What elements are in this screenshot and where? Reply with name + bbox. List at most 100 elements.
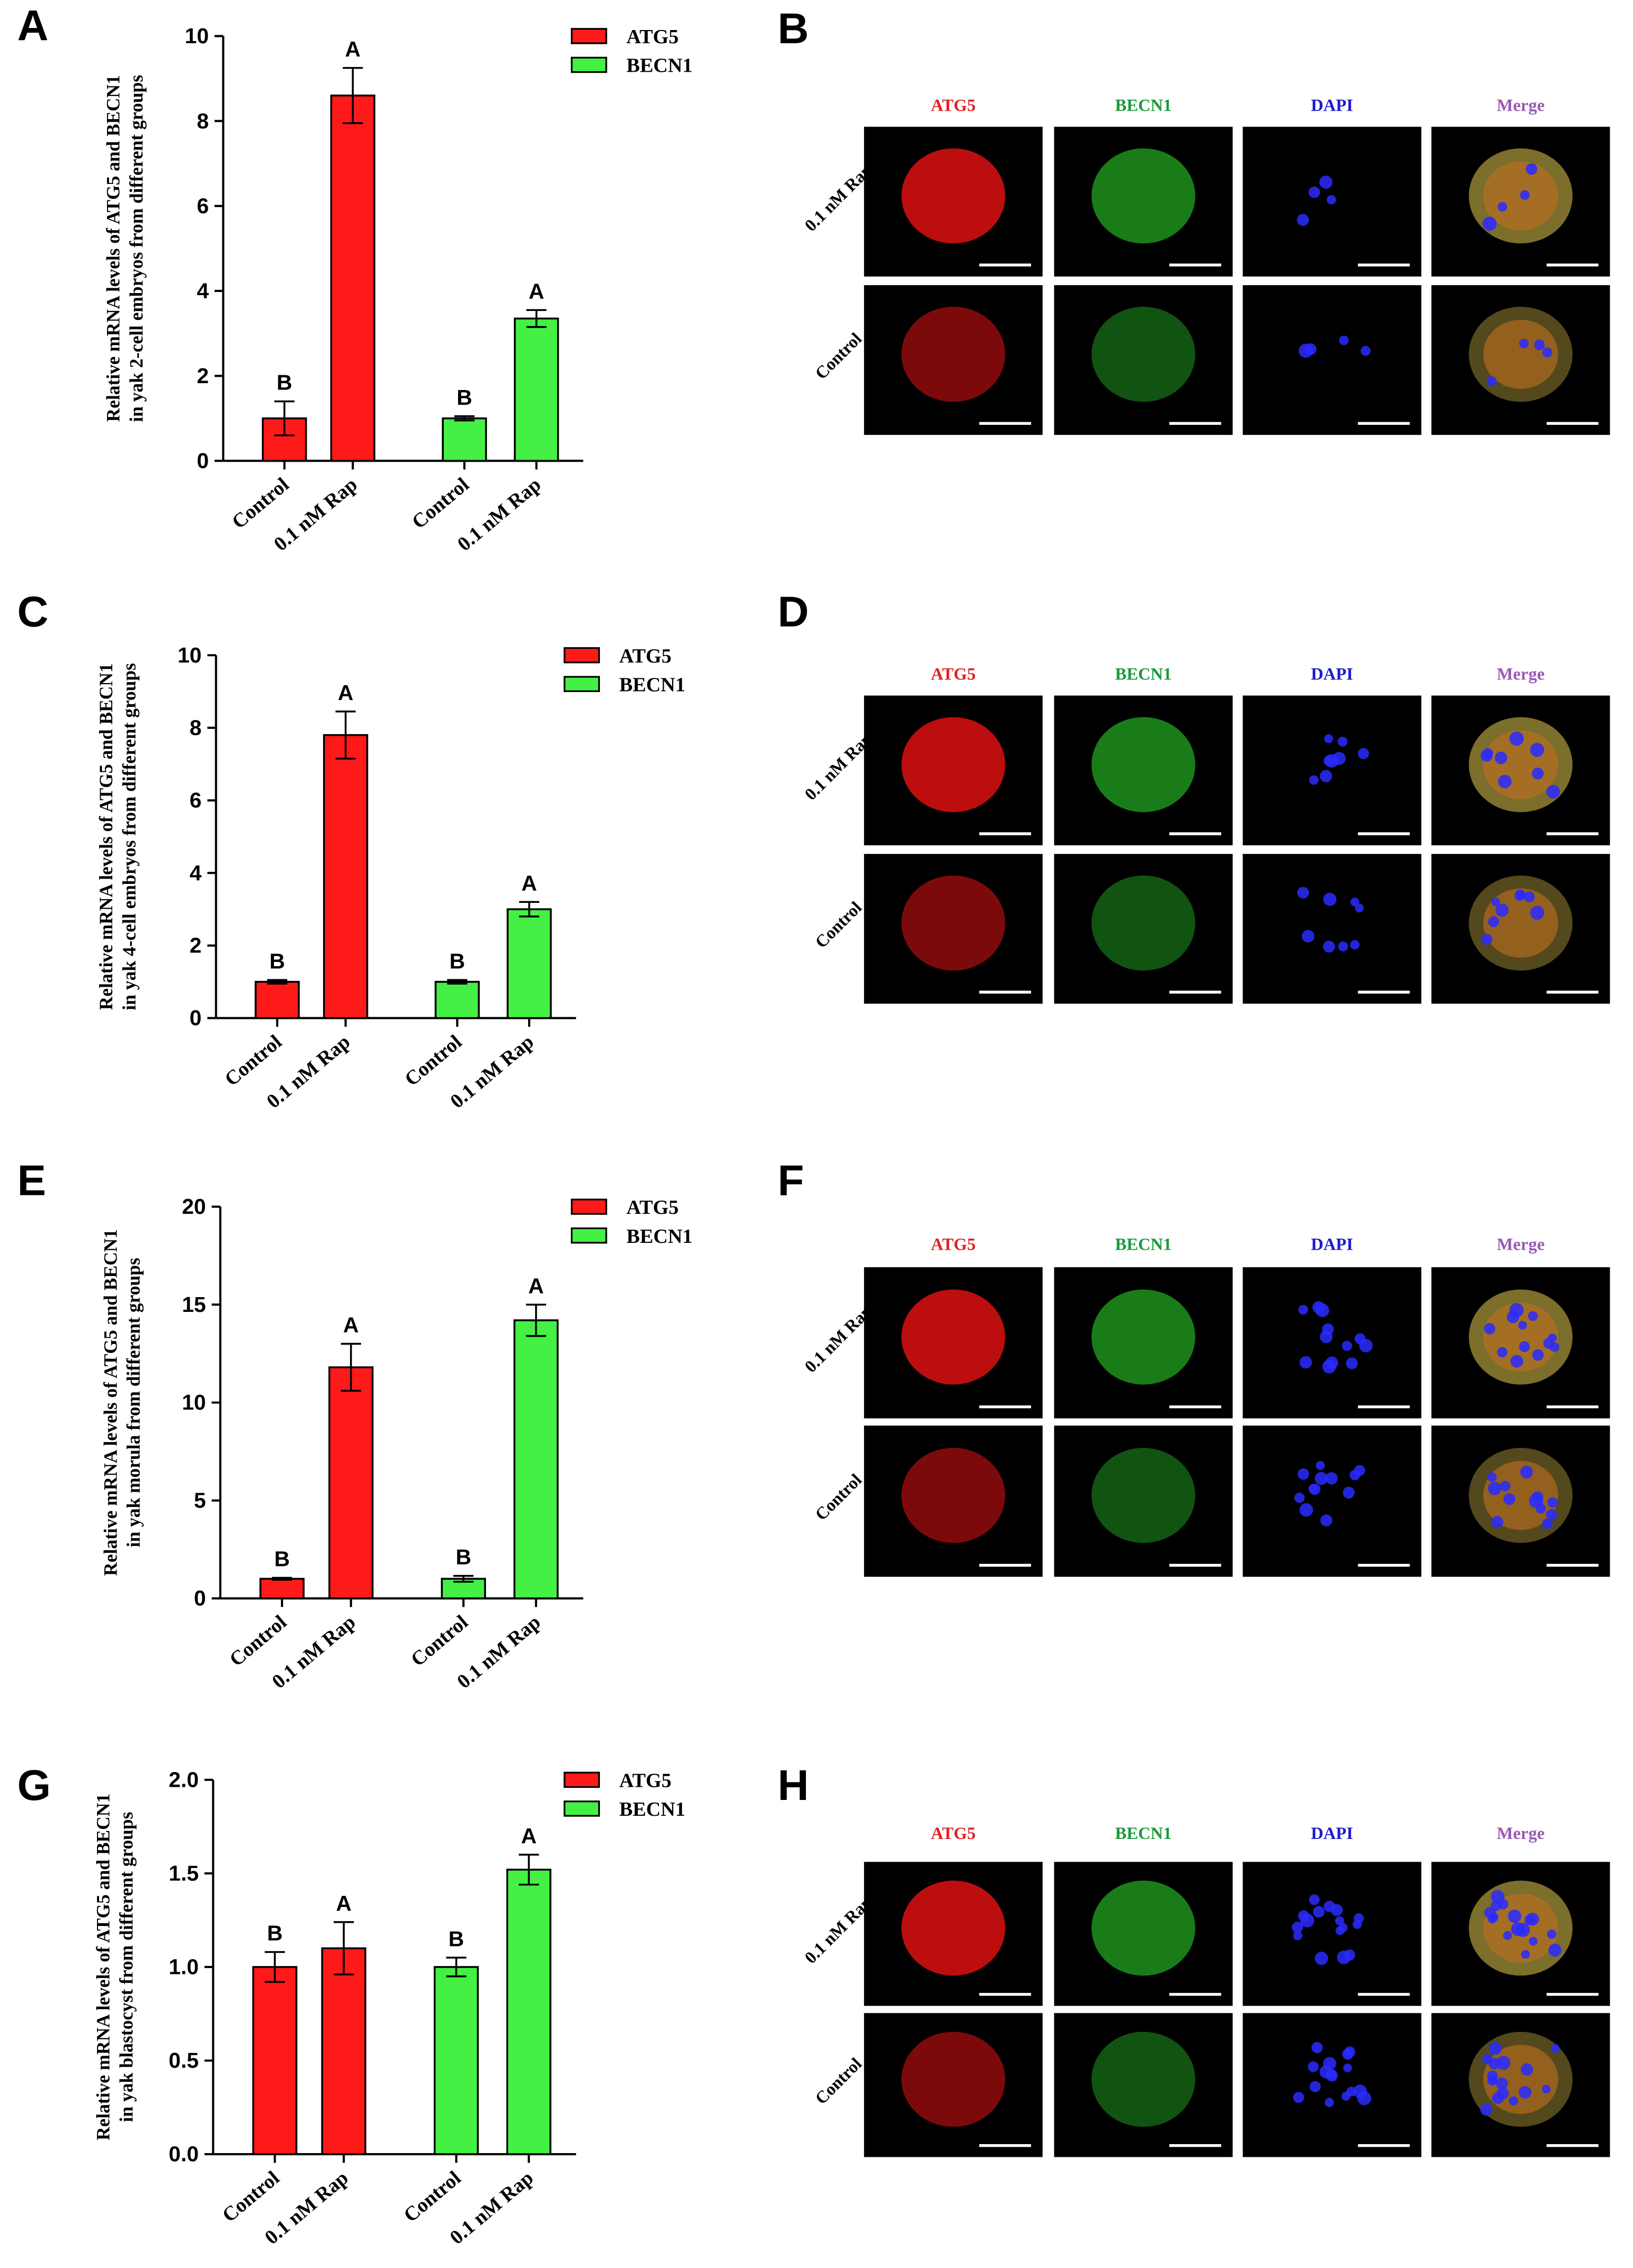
significance-letter: B <box>455 1545 471 1569</box>
x-tick-label: Control <box>400 2167 465 2227</box>
nucleus <box>1298 1910 1309 1922</box>
significance-letter: A <box>521 1824 537 1848</box>
x-tick-label: Control <box>407 1611 472 1671</box>
nucleus <box>1322 1359 1336 1374</box>
nucleus <box>1297 887 1309 899</box>
nucleus <box>1338 1923 1348 1932</box>
embryo <box>901 148 1005 244</box>
nucleus <box>1494 752 1508 764</box>
nucleus <box>1482 216 1497 231</box>
bar <box>323 734 368 1019</box>
bar <box>442 417 487 462</box>
panel-label: A <box>17 2 48 50</box>
nucleus <box>1509 731 1524 746</box>
y-tick-label: 4 <box>197 279 209 303</box>
nucleus <box>1495 903 1509 917</box>
nucleus <box>1550 2044 1560 2053</box>
nucleus <box>1319 2065 1333 2079</box>
error-bar <box>454 415 475 422</box>
x-tick-label: Control <box>408 473 473 533</box>
y-tick-label: 10 <box>185 24 209 48</box>
bar <box>513 317 559 462</box>
nucleus <box>1509 2096 1519 2106</box>
panel-label: D <box>777 588 809 636</box>
nucleus <box>1529 1936 1538 1946</box>
legend-swatch <box>563 1771 600 1788</box>
nucleus <box>1488 1482 1502 1495</box>
significance-letter: A <box>345 37 361 61</box>
error-bar <box>519 901 540 918</box>
nucleus <box>1548 1943 1562 1957</box>
significance-letter: B <box>274 1547 290 1571</box>
nucleus <box>1521 2063 1533 2076</box>
column-header: Merge <box>1496 1824 1544 1843</box>
nucleus <box>1301 930 1315 943</box>
y-tick-label: 0.0 <box>169 2142 199 2166</box>
error-bar <box>526 309 547 328</box>
micrograph <box>1242 1425 1422 1577</box>
significance-letter: B <box>267 1921 283 1945</box>
error-bar <box>343 67 363 124</box>
significance-letter: A <box>338 680 354 705</box>
y-tick-label: 10 <box>178 643 202 667</box>
nucleus <box>1309 1894 1320 1905</box>
legend-label: BECN1 <box>626 1225 692 1248</box>
nucleus <box>1542 347 1552 358</box>
bar <box>255 980 300 1019</box>
nucleus <box>1547 1929 1557 1939</box>
nucleus <box>1323 892 1337 906</box>
nucleus <box>1359 1339 1373 1352</box>
error-bar <box>447 979 468 985</box>
y-tick-label: 4 <box>190 861 202 885</box>
row-label: Control <box>812 2055 866 2108</box>
nucleus <box>1542 1518 1553 1530</box>
column-header: ATG5 <box>931 1824 976 1843</box>
column-header: BECN1 <box>1115 1235 1171 1254</box>
nucleus <box>1298 1305 1308 1315</box>
micrograph <box>1242 1862 1422 2006</box>
x-tick-label: Control <box>221 1030 286 1091</box>
micrograph <box>1242 1267 1422 1419</box>
column-header: BECN1 <box>1115 1824 1171 1843</box>
nucleus <box>1293 2091 1305 2103</box>
significance-letter: B <box>450 949 465 973</box>
nucleus <box>1313 1906 1325 1918</box>
embryo <box>901 717 1005 812</box>
nucleus <box>1520 190 1530 200</box>
embryo <box>1091 1448 1195 1543</box>
nucleus <box>1511 1922 1525 1936</box>
nucleus <box>1335 1916 1345 1925</box>
nucleus <box>1500 1481 1511 1492</box>
nucleus <box>1330 1904 1343 1916</box>
y-tick-label: 1.0 <box>169 1955 199 1979</box>
nucleus <box>1525 163 1538 175</box>
significance-letter: A <box>521 871 537 895</box>
nucleus <box>1534 339 1545 351</box>
nucleus <box>1530 743 1544 757</box>
nucleus <box>1510 1355 1523 1368</box>
y-axis-label: Relative mRNA levels of ATG5 and BECN1 <box>93 1794 114 2140</box>
nucleus <box>1484 1323 1495 1335</box>
nucleus <box>1488 916 1500 928</box>
embryo <box>901 2031 1005 2127</box>
nucleus <box>1325 2098 1334 2107</box>
x-tick-label: Control <box>228 473 293 533</box>
column-header: ATG5 <box>931 96 976 115</box>
nucleus <box>1315 1951 1328 1965</box>
nucleus <box>1521 1950 1530 1959</box>
legend-swatch <box>563 1800 600 1817</box>
significance-letter: A <box>336 1891 352 1915</box>
nucleus <box>1480 749 1493 762</box>
error-bar <box>265 1951 285 1983</box>
micrograph <box>1242 285 1422 435</box>
error-bar <box>526 1303 547 1337</box>
nucleus <box>1360 346 1371 356</box>
nucleus <box>1338 941 1348 952</box>
y-tick-label: 0 <box>194 1586 206 1610</box>
embryo <box>1091 1881 1195 1976</box>
error-bar <box>274 400 295 436</box>
legend-swatch <box>570 1199 607 1215</box>
significance-letter: B <box>277 371 293 395</box>
